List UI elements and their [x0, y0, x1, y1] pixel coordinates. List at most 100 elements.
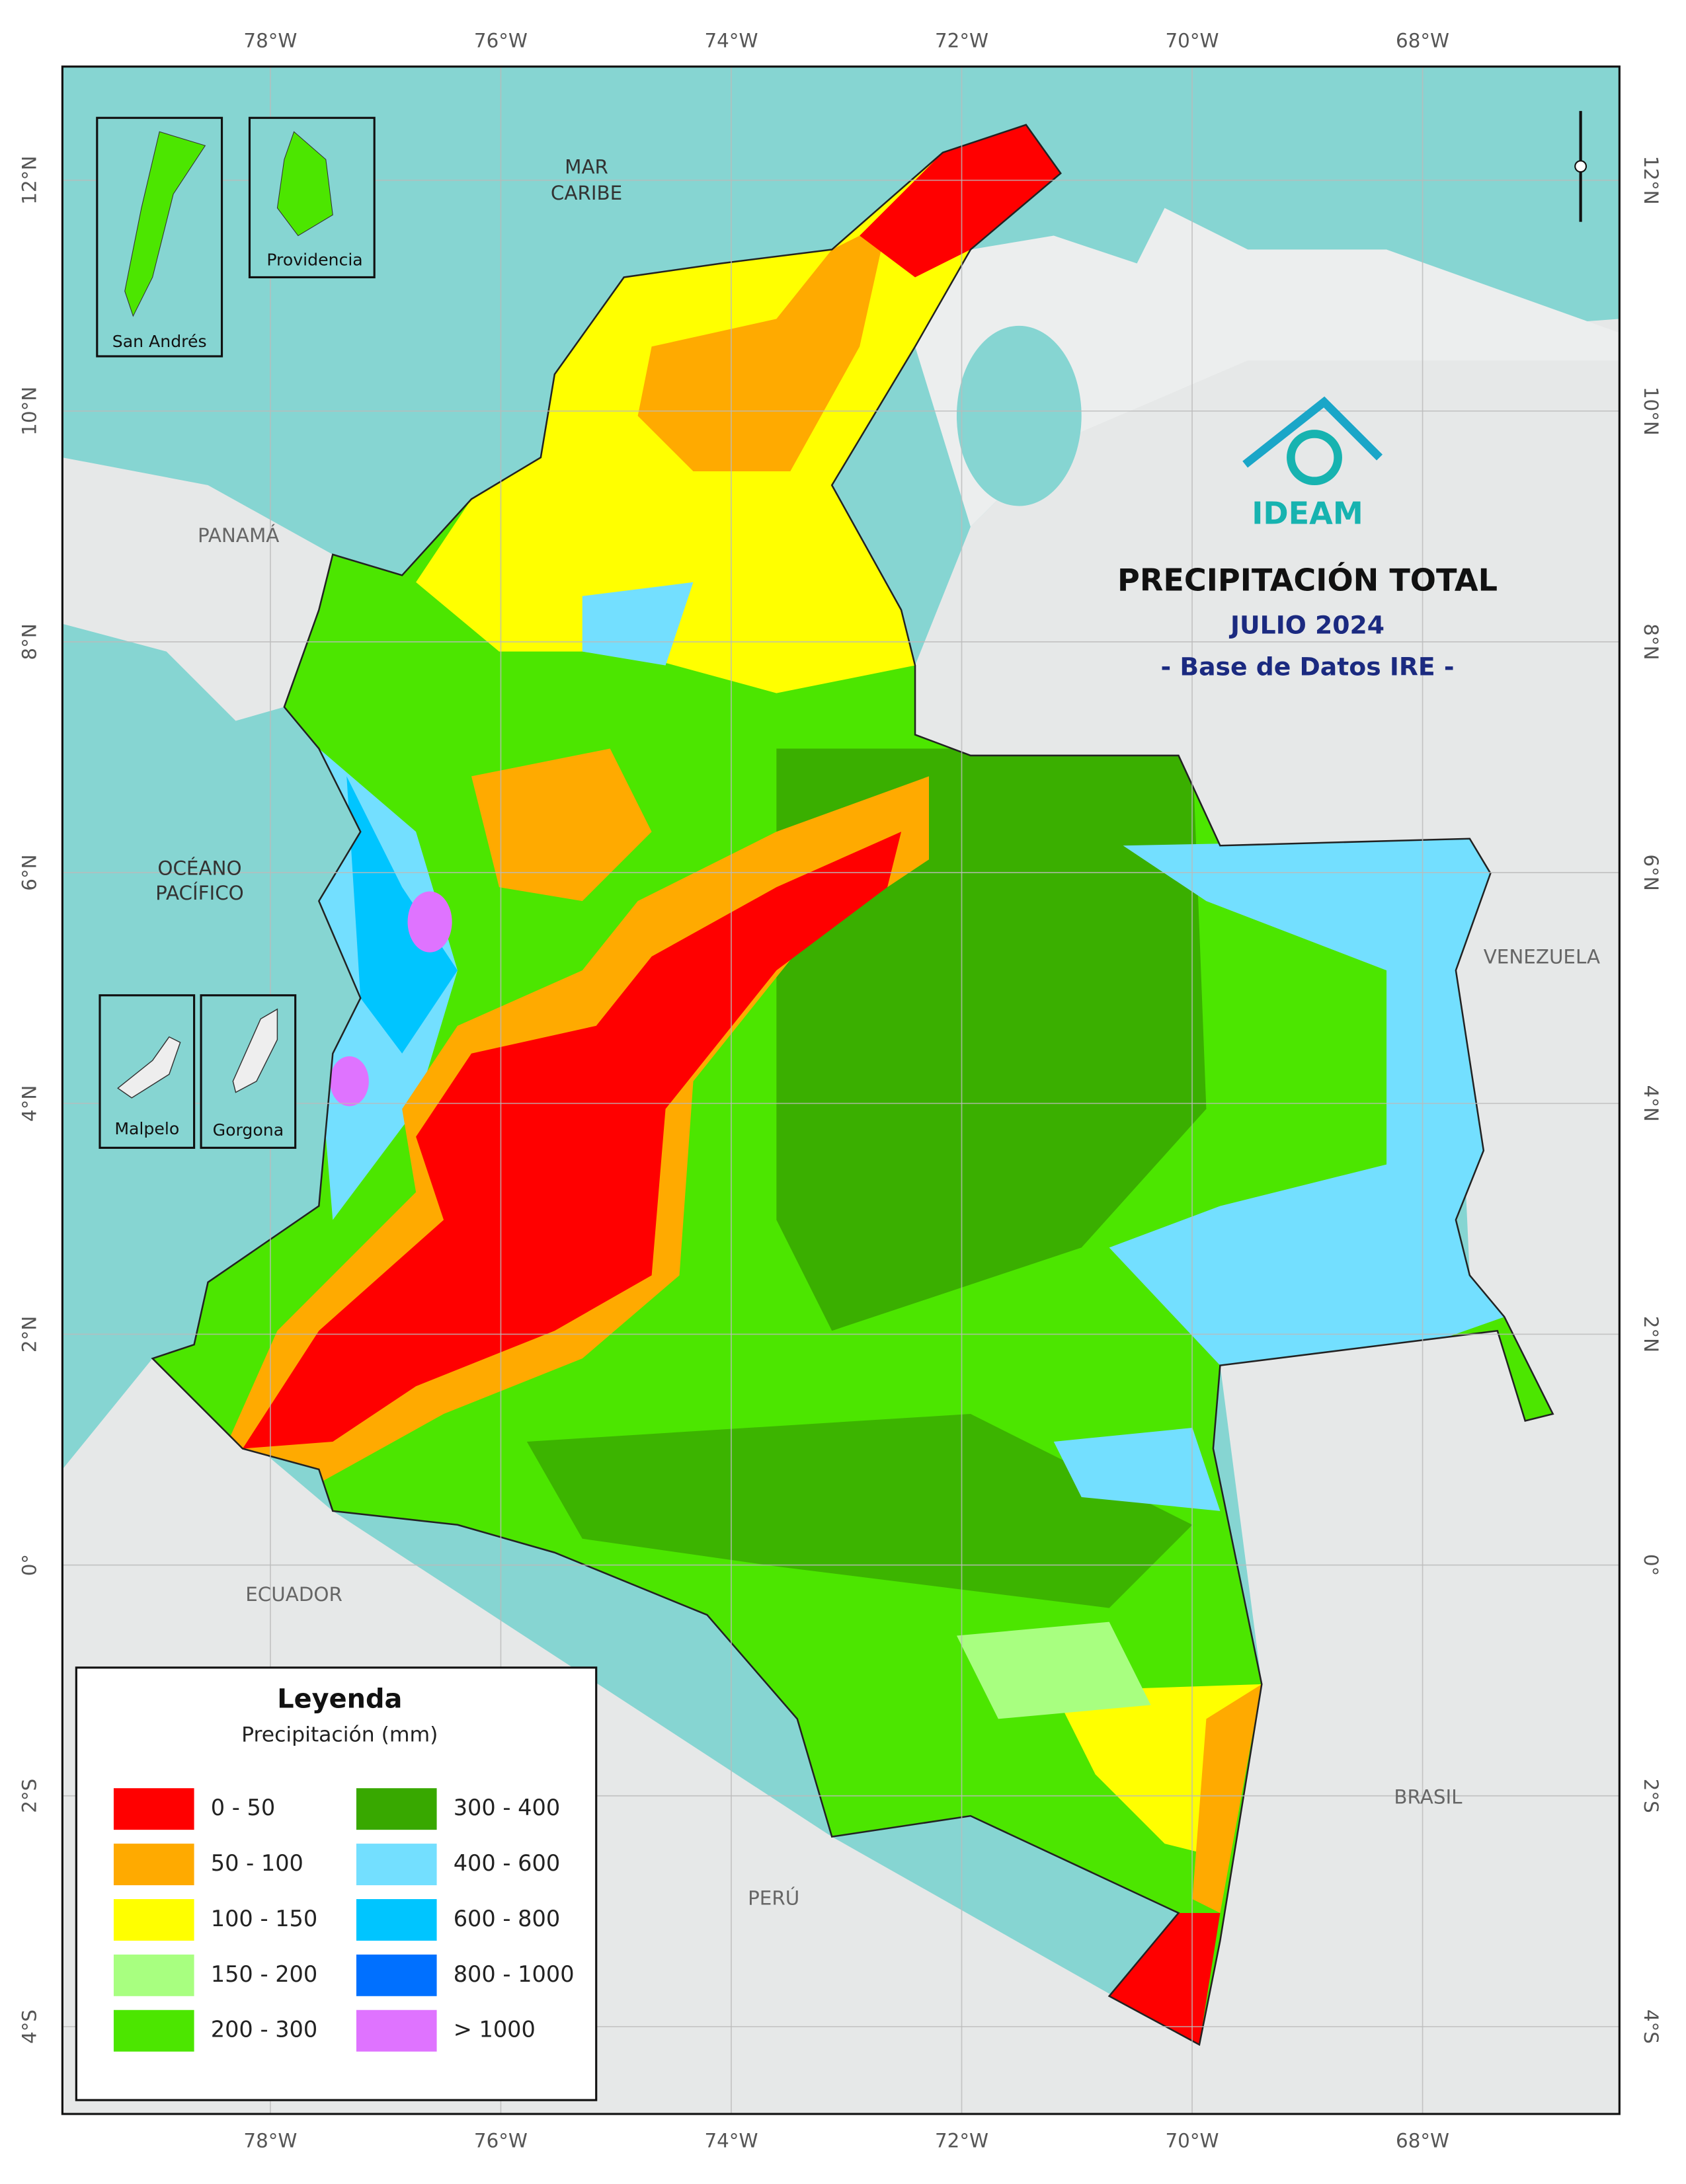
latitude-label: 0° [1640, 1554, 1662, 1576]
zone-600-800 [346, 776, 458, 1054]
zone-400-600 [1109, 838, 1505, 1366]
longitude-label: 70°W [1166, 29, 1219, 52]
legend-label: 150 - 200 [211, 1961, 318, 1987]
legend-label: 800 - 1000 [454, 1961, 575, 1987]
zone-over-1000 [330, 1056, 369, 1107]
longitude-label: 72°W [935, 2129, 988, 2152]
legend-swatch [356, 1954, 437, 1996]
source: - Base de Datos IRE - [1161, 652, 1455, 681]
latitude-label: 2°S [1640, 1779, 1662, 1813]
latitude-label: 4°N [19, 1085, 41, 1122]
legend-swatch [356, 1898, 437, 1941]
legend-swatch [113, 1788, 194, 1830]
latitude-label: 2°S [19, 1779, 41, 1813]
north-arrow-center [1574, 160, 1587, 173]
insets: San Andrés Providencia Malpelo Gorgona [96, 116, 376, 1149]
latitude-label: 4°N [1640, 1085, 1662, 1122]
latitude-label: 2°N [19, 1316, 41, 1352]
inset-island [232, 1008, 278, 1093]
latitude-label: 0° [19, 1554, 41, 1576]
legend-subtitle: Precipitación (mm) [241, 1723, 438, 1747]
inset-label: Gorgona [213, 1120, 284, 1140]
latitude-label: 8°N [1640, 623, 1662, 660]
legend-swatch [113, 1844, 194, 1886]
legend-swatch [113, 1898, 194, 1941]
zone-0-50 [860, 124, 1061, 278]
legend-label: 200 - 300 [211, 2017, 318, 2043]
period: JULIO 2024 [1228, 610, 1385, 639]
zone-300-400 [776, 748, 1207, 1331]
inset-label: San Andrés [112, 332, 207, 351]
zone-300-400 [526, 1414, 1193, 1608]
longitude-label: 68°W [1396, 2129, 1449, 2152]
longitude-label: 78°W [243, 29, 297, 52]
logo-swirl [1287, 430, 1342, 486]
longitude-label: 74°W [704, 2129, 758, 2152]
place-labels: MAR CARIBE OCÉANO PACÍFICO PANAMÁ VENEZU… [155, 155, 1600, 1909]
longitude-label: 78°W [243, 2129, 297, 2152]
zone-400-600 [582, 582, 694, 666]
place-label: PERÚ [748, 1885, 799, 1909]
title-block: IDEAM PRECIPITACIÓN TOTAL JULIO 2024 - B… [1117, 396, 1498, 681]
lake-maracaibo [956, 325, 1082, 506]
title: PRECIPITACIÓN TOTAL [1117, 562, 1498, 598]
longitude-label: 72°W [935, 29, 988, 52]
north-arrow [1574, 110, 1587, 222]
place-label: BRASIL [1394, 1785, 1463, 1808]
zone-50-100 [1192, 1684, 1262, 1913]
zone-400-600 [1053, 1428, 1221, 1511]
legend-swatch [356, 1788, 437, 1830]
zone-0-50 [242, 832, 902, 1449]
place-label: OCÉANO [157, 856, 241, 879]
neighbor-land [62, 319, 1620, 2115]
place-label: CARIBE [551, 182, 622, 204]
longitude-label: 76°W [474, 29, 528, 52]
place-label: PANAMÁ [198, 524, 279, 547]
inset-label: Providencia [266, 250, 362, 269]
latitude-label: 12°N [19, 156, 41, 205]
legend-label: 400 - 600 [454, 1850, 561, 1876]
place-label: VENEZUELA [1484, 946, 1600, 968]
place-label: MAR [565, 155, 608, 178]
zone-over-1000 [407, 891, 452, 953]
legend-label: > 1000 [454, 2017, 536, 2043]
legend-label: 600 - 800 [454, 1906, 561, 1931]
latitude-label: 4°S [19, 2009, 41, 2044]
zone-50-100 [471, 748, 652, 902]
longitude-label: 76°W [474, 2129, 528, 2152]
latitude-label: 10°N [1640, 387, 1662, 436]
panama-land [62, 457, 333, 721]
inset-island [276, 131, 333, 237]
logo-roof [1242, 396, 1383, 468]
place-label: PACÍFICO [155, 881, 244, 904]
venezuela-coast [915, 208, 1620, 527]
zone-150-200 [956, 1621, 1151, 1719]
latitude-label: 12°N [1640, 156, 1662, 205]
place-label: ECUADOR [245, 1583, 342, 1606]
legend-label: 50 - 100 [211, 1850, 303, 1876]
legend-swatch [113, 2009, 194, 2052]
inset-label: Malpelo [114, 1119, 179, 1138]
inset-island [124, 131, 206, 317]
legend: Leyenda Precipitación (mm) 0 - 50 50 - 10… [75, 1666, 598, 2101]
latitude-label: 10°N [19, 387, 41, 436]
latitude-label: 6°N [19, 854, 41, 890]
longitude-label: 68°W [1396, 29, 1449, 52]
logo-text: IDEAM [1252, 496, 1363, 531]
zone-50-100 [637, 221, 888, 472]
inset-island [117, 1036, 181, 1099]
longitude-label: 74°W [704, 29, 758, 52]
graticule: 78°W 78°W 76°W 76°W 74°W 74°W 72°W 72°W 70°W 70°W… [19, 29, 1662, 2152]
legend-title: Leyenda [277, 1684, 402, 1715]
legend-swatch [356, 2009, 437, 2052]
longitude-label: 70°W [1166, 2129, 1219, 2152]
legend-label: 100 - 150 [211, 1906, 318, 1931]
latitude-label: 2°N [1640, 1316, 1662, 1352]
latitude-label: 4°S [1640, 2009, 1662, 2044]
legend-label: 300 - 400 [454, 1795, 561, 1820]
legend-label: 0 - 50 [211, 1795, 275, 1820]
legend-swatch [356, 1844, 437, 1886]
legend-swatch [113, 1954, 194, 1996]
